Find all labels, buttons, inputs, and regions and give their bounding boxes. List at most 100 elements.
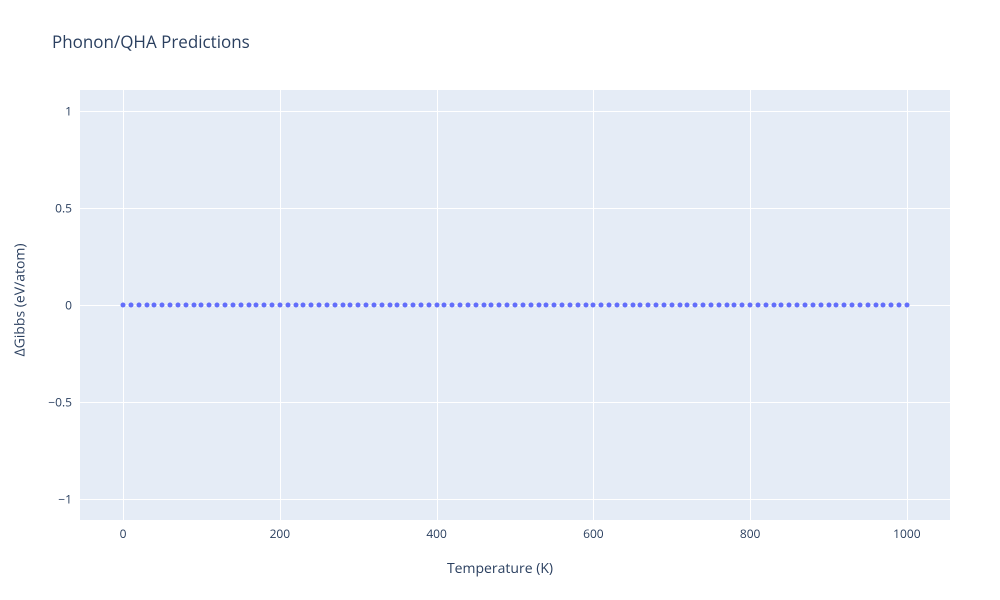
gridline-horizontal xyxy=(80,111,950,112)
data-marker xyxy=(387,303,392,308)
data-marker xyxy=(552,303,557,308)
data-marker xyxy=(583,303,588,308)
data-marker xyxy=(230,303,235,308)
data-marker xyxy=(654,303,659,308)
data-marker xyxy=(128,303,133,308)
data-marker xyxy=(834,303,839,308)
data-marker xyxy=(881,303,886,308)
gridline-horizontal xyxy=(80,402,950,403)
data-marker xyxy=(630,303,635,308)
data-marker xyxy=(740,303,745,308)
data-marker xyxy=(238,303,243,308)
y-tick-label: −1 xyxy=(58,490,72,507)
data-marker xyxy=(293,303,298,308)
data-marker xyxy=(693,303,698,308)
chart-container: Phonon/QHA Predictions ΔGibbs (eV/atom) … xyxy=(0,0,1000,600)
data-marker xyxy=(309,303,314,308)
data-marker xyxy=(873,303,878,308)
x-tick-label: 400 xyxy=(426,525,447,542)
data-marker xyxy=(403,303,408,308)
data-marker xyxy=(842,303,847,308)
data-marker xyxy=(646,303,651,308)
data-marker xyxy=(262,303,267,308)
data-marker xyxy=(810,303,815,308)
data-marker xyxy=(685,303,690,308)
data-marker xyxy=(395,303,400,308)
data-marker xyxy=(567,303,572,308)
data-marker xyxy=(638,303,643,308)
data-marker xyxy=(748,303,753,308)
plot-area xyxy=(80,90,950,520)
data-marker xyxy=(818,303,823,308)
x-tick-label: 200 xyxy=(270,525,291,542)
data-marker xyxy=(724,303,729,308)
gridline-horizontal xyxy=(80,499,950,500)
data-marker xyxy=(285,303,290,308)
data-marker xyxy=(481,303,486,308)
data-marker xyxy=(528,303,533,308)
data-marker xyxy=(763,303,768,308)
data-marker xyxy=(599,303,604,308)
data-marker xyxy=(136,303,141,308)
data-marker xyxy=(701,303,706,308)
data-marker xyxy=(771,303,776,308)
data-marker xyxy=(191,303,196,308)
data-marker xyxy=(340,303,345,308)
data-marker xyxy=(168,303,173,308)
data-marker xyxy=(379,303,384,308)
y-tick-label: 1 xyxy=(65,103,72,120)
data-marker xyxy=(850,303,855,308)
data-marker xyxy=(755,303,760,308)
x-tick-label: 0 xyxy=(120,525,127,542)
data-marker xyxy=(144,303,149,308)
data-marker xyxy=(661,303,666,308)
data-marker xyxy=(254,303,259,308)
data-marker xyxy=(575,303,580,308)
chart-title: Phonon/QHA Predictions xyxy=(52,30,250,53)
data-marker xyxy=(865,303,870,308)
data-marker xyxy=(301,303,306,308)
data-marker xyxy=(732,303,737,308)
data-marker xyxy=(904,303,909,308)
data-marker xyxy=(520,303,525,308)
gridline-horizontal xyxy=(80,208,950,209)
data-marker xyxy=(364,303,369,308)
data-marker xyxy=(277,303,282,308)
y-tick-label: 0 xyxy=(65,297,72,314)
data-marker xyxy=(473,303,478,308)
data-marker xyxy=(787,303,792,308)
y-tick-label: −0.5 xyxy=(48,393,72,410)
data-marker xyxy=(411,303,416,308)
data-marker xyxy=(708,303,713,308)
data-marker xyxy=(505,303,510,308)
data-marker xyxy=(426,303,431,308)
data-marker xyxy=(332,303,337,308)
data-marker xyxy=(779,303,784,308)
data-marker xyxy=(803,303,808,308)
data-marker xyxy=(223,303,228,308)
data-marker xyxy=(246,303,251,308)
data-marker xyxy=(465,303,470,308)
data-marker xyxy=(826,303,831,308)
x-tick-label: 800 xyxy=(740,525,761,542)
data-marker xyxy=(215,303,220,308)
data-marker xyxy=(889,303,894,308)
data-marker xyxy=(270,303,275,308)
data-marker xyxy=(716,303,721,308)
data-marker xyxy=(371,303,376,308)
data-marker xyxy=(677,303,682,308)
data-marker xyxy=(324,303,329,308)
data-marker xyxy=(795,303,800,308)
data-marker xyxy=(207,303,212,308)
data-marker xyxy=(160,303,165,308)
data-marker xyxy=(356,303,361,308)
data-marker xyxy=(183,303,188,308)
y-tick-label: 0.5 xyxy=(55,200,72,217)
data-marker xyxy=(418,303,423,308)
data-marker xyxy=(513,303,518,308)
data-marker xyxy=(317,303,322,308)
data-marker xyxy=(199,303,204,308)
data-marker xyxy=(121,303,126,308)
data-marker xyxy=(591,303,596,308)
data-marker xyxy=(544,303,549,308)
